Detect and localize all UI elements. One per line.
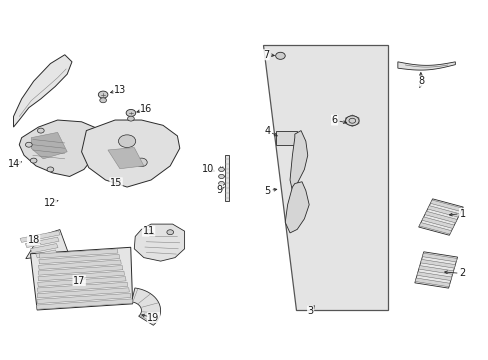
Text: 8: 8: [418, 76, 424, 86]
Text: 11: 11: [142, 226, 155, 236]
Circle shape: [136, 158, 147, 167]
Text: 9: 9: [216, 185, 222, 195]
Text: 2: 2: [459, 269, 465, 279]
Polygon shape: [37, 293, 131, 303]
Polygon shape: [81, 120, 180, 187]
Polygon shape: [25, 237, 59, 248]
Circle shape: [218, 167, 224, 171]
Polygon shape: [422, 253, 456, 262]
Polygon shape: [31, 132, 67, 159]
Polygon shape: [131, 288, 160, 325]
Circle shape: [38, 128, 44, 133]
Text: 1: 1: [459, 208, 465, 219]
Polygon shape: [420, 260, 454, 268]
Text: 5: 5: [264, 186, 270, 195]
Polygon shape: [397, 62, 454, 70]
Polygon shape: [38, 271, 124, 281]
Text: 15: 15: [110, 178, 122, 188]
Polygon shape: [38, 282, 127, 292]
Circle shape: [126, 109, 136, 117]
Circle shape: [30, 158, 37, 163]
Polygon shape: [416, 272, 451, 280]
Polygon shape: [37, 288, 129, 298]
Polygon shape: [38, 266, 122, 275]
Polygon shape: [30, 247, 132, 310]
Circle shape: [25, 142, 32, 147]
Polygon shape: [134, 224, 184, 261]
Circle shape: [145, 230, 152, 235]
Circle shape: [47, 167, 54, 172]
Polygon shape: [424, 211, 456, 223]
Polygon shape: [37, 299, 132, 309]
Text: 10: 10: [202, 165, 214, 174]
Polygon shape: [225, 155, 229, 201]
Polygon shape: [20, 231, 60, 242]
Polygon shape: [275, 131, 297, 145]
Circle shape: [275, 52, 285, 59]
Circle shape: [118, 135, 136, 148]
Polygon shape: [429, 200, 462, 212]
Polygon shape: [285, 182, 308, 233]
Polygon shape: [289, 131, 307, 190]
Polygon shape: [39, 255, 120, 264]
Text: 16: 16: [140, 104, 152, 114]
Polygon shape: [427, 206, 459, 217]
Circle shape: [218, 181, 224, 186]
Polygon shape: [30, 244, 58, 253]
Polygon shape: [421, 217, 453, 229]
Text: 14: 14: [8, 159, 20, 169]
Polygon shape: [414, 252, 457, 288]
Text: 7: 7: [263, 50, 268, 60]
Polygon shape: [14, 55, 72, 127]
Polygon shape: [418, 222, 450, 234]
Text: 18: 18: [27, 235, 40, 245]
Polygon shape: [19, 120, 101, 176]
Polygon shape: [36, 250, 57, 258]
Text: 19: 19: [147, 312, 159, 323]
Text: 13: 13: [114, 85, 126, 95]
Circle shape: [100, 98, 106, 103]
Text: 17: 17: [73, 275, 85, 285]
Circle shape: [127, 116, 134, 121]
Polygon shape: [414, 278, 449, 287]
Polygon shape: [26, 230, 68, 258]
Polygon shape: [39, 249, 118, 258]
Text: 4: 4: [264, 126, 270, 136]
Circle shape: [98, 91, 108, 98]
Polygon shape: [262, 45, 387, 310]
Polygon shape: [418, 266, 453, 274]
Polygon shape: [108, 148, 143, 169]
Circle shape: [218, 174, 224, 179]
Text: 3: 3: [307, 306, 313, 316]
Text: 12: 12: [44, 198, 57, 208]
Circle shape: [345, 116, 358, 126]
Polygon shape: [418, 199, 462, 235]
Polygon shape: [38, 276, 126, 287]
Circle shape: [166, 230, 173, 235]
Polygon shape: [39, 260, 121, 270]
Text: 6: 6: [331, 115, 337, 125]
